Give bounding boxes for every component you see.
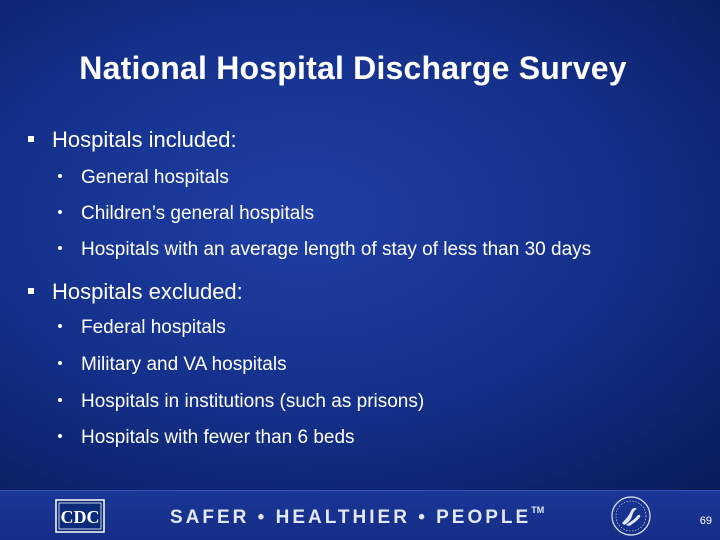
list-item: General hospitals [58, 166, 229, 190]
dot-bullet-icon [58, 173, 62, 178]
list-item: Hospitals with fewer than 6 beds [58, 426, 355, 450]
section-heading-text: Hospitals included: [52, 127, 237, 152]
dot-bullet-icon [58, 397, 62, 402]
list-item: Hospitals with an average length of stay… [58, 238, 591, 262]
dot-bullet-icon [58, 323, 62, 328]
list-item-text: Hospitals in institutions (such as priso… [81, 391, 425, 412]
section-heading-excluded: Hospitals excluded: [28, 278, 243, 306]
footer-bar: CDC SAFER • HEALTHIER • PEOPLETM 69 [0, 490, 720, 540]
list-item: Hospitals in institutions (such as priso… [58, 390, 424, 414]
square-bullet-icon [28, 288, 34, 295]
footer-slogan: SAFER • HEALTHIER • PEOPLETM [170, 505, 545, 529]
dot-bullet-icon [58, 245, 62, 250]
cdc-logo-text: CDC [61, 507, 100, 527]
section-heading-text: Hospitals excluded: [52, 279, 243, 304]
cdc-logo-icon: CDC [55, 499, 105, 533]
section-heading-included: Hospitals included: [28, 126, 237, 154]
hhs-seal-icon [611, 496, 651, 536]
square-bullet-icon [28, 136, 34, 143]
list-item-text: General hospitals [81, 167, 229, 188]
list-item-text: Federal hospitals [81, 317, 226, 338]
dot-bullet-icon [58, 360, 62, 365]
slide-content: Hospitals included: General hospitals Ch… [0, 0, 720, 490]
list-item-text: Hospitals with fewer than 6 beds [81, 427, 355, 448]
list-item: Children’s general hospitals [58, 202, 314, 226]
footer-slogan-text: SAFER • HEALTHIER • PEOPLE [170, 507, 532, 528]
list-item-text: Hospitals with an average length of stay… [81, 239, 592, 260]
list-item: Military and VA hospitals [58, 353, 287, 377]
slide-title: National Hospital Discharge Survey [79, 50, 627, 86]
list-item-text: Military and VA hospitals [81, 354, 287, 375]
trademark-mark: TM [531, 505, 545, 515]
dot-bullet-icon [58, 209, 62, 214]
page-number: 69 [699, 515, 712, 527]
dot-bullet-icon [58, 433, 62, 438]
list-item-text: Children’s general hospitals [81, 203, 315, 224]
list-item: Federal hospitals [58, 316, 226, 340]
